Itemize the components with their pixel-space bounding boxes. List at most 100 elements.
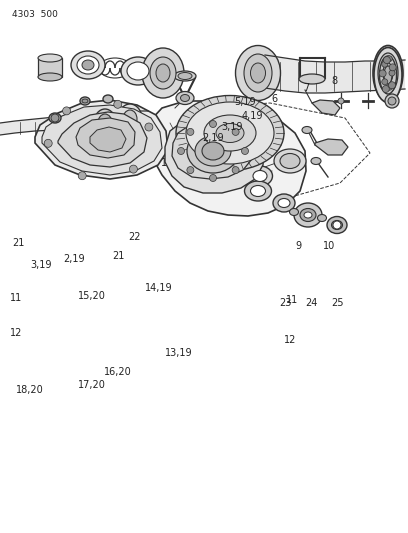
Ellipse shape (251, 185, 266, 197)
Ellipse shape (299, 74, 325, 84)
Text: 14,19: 14,19 (145, 283, 173, 293)
Ellipse shape (373, 45, 403, 101)
Ellipse shape (118, 104, 142, 134)
Text: 25: 25 (331, 298, 344, 308)
Ellipse shape (156, 64, 170, 82)
Circle shape (114, 100, 122, 108)
Text: 5,19: 5,19 (234, 98, 255, 107)
Ellipse shape (302, 126, 312, 133)
Ellipse shape (253, 171, 267, 182)
Circle shape (388, 97, 396, 105)
Polygon shape (76, 118, 135, 158)
Circle shape (382, 61, 388, 67)
Polygon shape (42, 105, 162, 175)
Circle shape (384, 56, 390, 63)
Circle shape (388, 82, 395, 88)
Ellipse shape (121, 57, 155, 85)
Circle shape (389, 64, 396, 71)
Circle shape (62, 107, 71, 115)
Text: 3,19: 3,19 (222, 122, 243, 132)
Ellipse shape (280, 154, 300, 168)
Text: 22: 22 (129, 232, 141, 242)
Polygon shape (38, 58, 62, 77)
Text: 12: 12 (284, 335, 296, 345)
Ellipse shape (251, 63, 266, 83)
Circle shape (389, 70, 395, 76)
Circle shape (232, 167, 239, 174)
Circle shape (177, 148, 184, 155)
Text: 6: 6 (271, 94, 277, 103)
Polygon shape (0, 111, 148, 135)
Text: 11: 11 (10, 294, 22, 303)
Ellipse shape (38, 54, 62, 62)
Ellipse shape (378, 53, 398, 93)
Text: 7: 7 (303, 83, 309, 93)
Ellipse shape (186, 102, 274, 164)
Polygon shape (35, 100, 168, 179)
Text: 24: 24 (305, 298, 317, 308)
Circle shape (386, 56, 392, 62)
Ellipse shape (317, 214, 326, 222)
Ellipse shape (300, 208, 316, 222)
Polygon shape (90, 127, 126, 152)
Ellipse shape (311, 157, 321, 165)
Circle shape (44, 139, 52, 147)
Text: 13,19: 13,19 (165, 348, 193, 358)
Circle shape (232, 128, 239, 135)
Text: 3,19: 3,19 (31, 261, 52, 270)
Ellipse shape (80, 97, 90, 105)
Ellipse shape (82, 99, 88, 103)
Circle shape (382, 79, 388, 85)
Text: 4,19: 4,19 (242, 111, 264, 121)
Ellipse shape (38, 73, 62, 81)
Ellipse shape (248, 166, 273, 186)
Circle shape (187, 128, 194, 135)
Circle shape (78, 172, 86, 180)
Text: 4303  500: 4303 500 (12, 11, 58, 19)
Text: 21: 21 (112, 251, 124, 261)
Ellipse shape (304, 212, 312, 218)
Ellipse shape (374, 47, 402, 102)
Text: 12: 12 (10, 328, 22, 338)
Ellipse shape (294, 203, 322, 227)
Polygon shape (315, 139, 348, 155)
Circle shape (129, 165, 137, 173)
Polygon shape (58, 112, 147, 167)
Ellipse shape (273, 194, 295, 212)
Circle shape (333, 221, 341, 229)
Ellipse shape (202, 142, 224, 160)
Ellipse shape (178, 72, 192, 79)
Ellipse shape (180, 94, 189, 101)
Ellipse shape (176, 95, 284, 171)
Ellipse shape (103, 95, 113, 103)
Text: 18,20: 18,20 (16, 385, 44, 395)
Circle shape (338, 98, 344, 104)
Circle shape (145, 123, 153, 131)
Text: 11: 11 (286, 295, 299, 304)
Polygon shape (148, 101, 306, 216)
Ellipse shape (77, 56, 99, 74)
Ellipse shape (82, 60, 94, 70)
Ellipse shape (187, 129, 239, 173)
Text: 8: 8 (331, 76, 337, 86)
Circle shape (209, 174, 217, 182)
Ellipse shape (176, 92, 194, 104)
Ellipse shape (274, 149, 306, 173)
Ellipse shape (191, 133, 229, 163)
Ellipse shape (195, 136, 231, 166)
Ellipse shape (123, 110, 137, 128)
Polygon shape (172, 123, 254, 179)
Ellipse shape (383, 63, 393, 83)
Circle shape (382, 85, 389, 93)
Circle shape (209, 120, 217, 127)
Ellipse shape (94, 109, 116, 137)
Ellipse shape (327, 216, 347, 233)
Ellipse shape (71, 51, 105, 79)
Text: 10: 10 (323, 241, 335, 251)
Text: 1: 1 (161, 158, 167, 167)
Circle shape (242, 148, 248, 155)
Ellipse shape (228, 156, 246, 170)
Ellipse shape (204, 115, 256, 151)
Ellipse shape (49, 113, 61, 123)
Polygon shape (165, 117, 264, 193)
